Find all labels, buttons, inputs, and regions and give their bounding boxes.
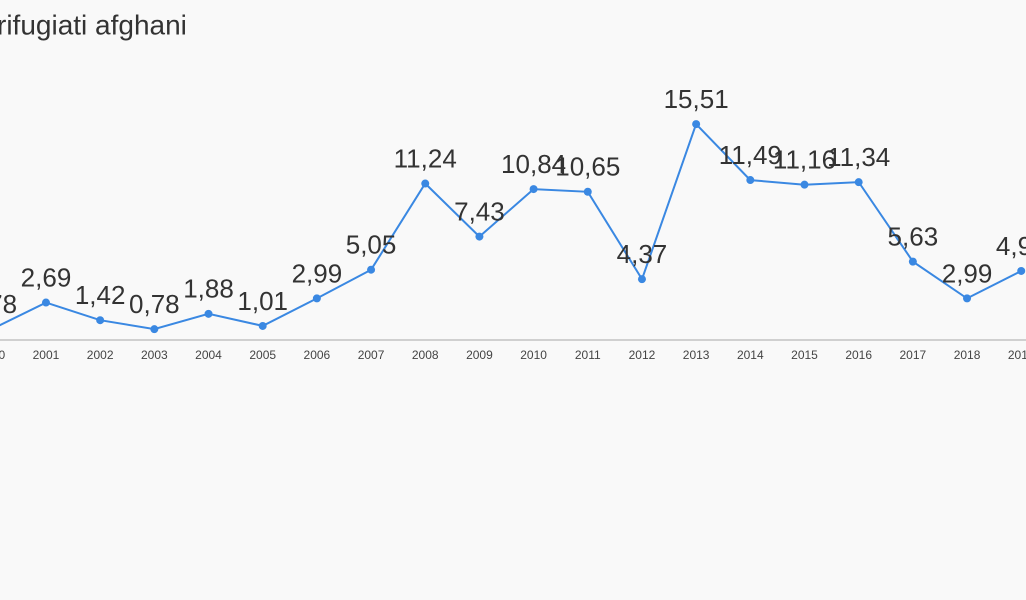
value-label: 11,24 bbox=[394, 143, 457, 173]
value-label: 0,78 bbox=[0, 289, 17, 319]
point bbox=[529, 185, 538, 194]
point bbox=[150, 325, 159, 334]
x-tick-label: 2005 bbox=[249, 348, 276, 362]
line bbox=[0, 122, 1022, 331]
point bbox=[637, 275, 646, 284]
x-tick-label: 2019 bbox=[1008, 348, 1026, 362]
x-tick-label: 2011 bbox=[575, 348, 601, 362]
x-tick-label: 2001 bbox=[33, 348, 60, 362]
value-label: 5,05 bbox=[346, 230, 397, 260]
x-tick-label: 2008 bbox=[412, 348, 439, 362]
point bbox=[854, 178, 863, 187]
x-tick-label: 2003 bbox=[141, 348, 168, 362]
value-label: 11,16 bbox=[773, 145, 836, 175]
x-tick-label: 2013 bbox=[683, 348, 710, 362]
value-label: 1,42 bbox=[75, 280, 126, 310]
value-label: 7,43 bbox=[454, 196, 505, 226]
point bbox=[800, 180, 809, 189]
x-tick-label: 2014 bbox=[737, 348, 764, 362]
point bbox=[475, 232, 484, 241]
point bbox=[312, 294, 321, 303]
point bbox=[583, 187, 592, 196]
x-tick-label: 2010 bbox=[520, 348, 547, 362]
x-tick-label: 2002 bbox=[87, 348, 114, 362]
value-label: 0,78 bbox=[129, 289, 180, 319]
point bbox=[908, 257, 917, 266]
x-tick-label: 2012 bbox=[629, 348, 656, 362]
value-label: 10,84 bbox=[501, 149, 566, 179]
value-label: 1,88 bbox=[183, 274, 234, 304]
x-tick-label: 2015 bbox=[791, 348, 818, 362]
x-tick-label: 2009 bbox=[466, 348, 493, 362]
value-label: 2,69 bbox=[21, 262, 72, 292]
x-tick-label: 2004 bbox=[195, 348, 222, 362]
value-label: 11,49 bbox=[719, 140, 782, 170]
chart-title: rifugiati afghani bbox=[0, 9, 187, 40]
value-label: 2,99 bbox=[942, 258, 993, 288]
value-label: 2,99 bbox=[292, 258, 343, 288]
x-tick-label: 2016 bbox=[845, 348, 872, 362]
point bbox=[963, 294, 972, 303]
value-label: 4,37 bbox=[617, 239, 668, 269]
value-label: 15,51 bbox=[664, 84, 729, 114]
point bbox=[41, 298, 50, 307]
value-label: 10,65 bbox=[555, 152, 620, 182]
point bbox=[96, 316, 105, 325]
x-tick-label: 2007 bbox=[358, 348, 385, 362]
x-tick-label: 2017 bbox=[900, 348, 927, 362]
value-label: 11,34 bbox=[827, 142, 890, 172]
point bbox=[746, 176, 755, 185]
value-label: 1,01 bbox=[237, 286, 288, 316]
value-label: 4,96 bbox=[996, 231, 1026, 261]
point bbox=[1017, 266, 1026, 275]
x-tick-label: 2006 bbox=[304, 348, 331, 362]
point bbox=[692, 120, 701, 129]
point bbox=[367, 265, 376, 274]
x-tick-label: 2018 bbox=[954, 348, 981, 362]
point bbox=[204, 309, 213, 318]
point bbox=[258, 321, 267, 330]
x-tick-label: 2000 bbox=[0, 348, 5, 362]
point bbox=[421, 179, 430, 188]
value-label: 5,63 bbox=[888, 222, 939, 252]
